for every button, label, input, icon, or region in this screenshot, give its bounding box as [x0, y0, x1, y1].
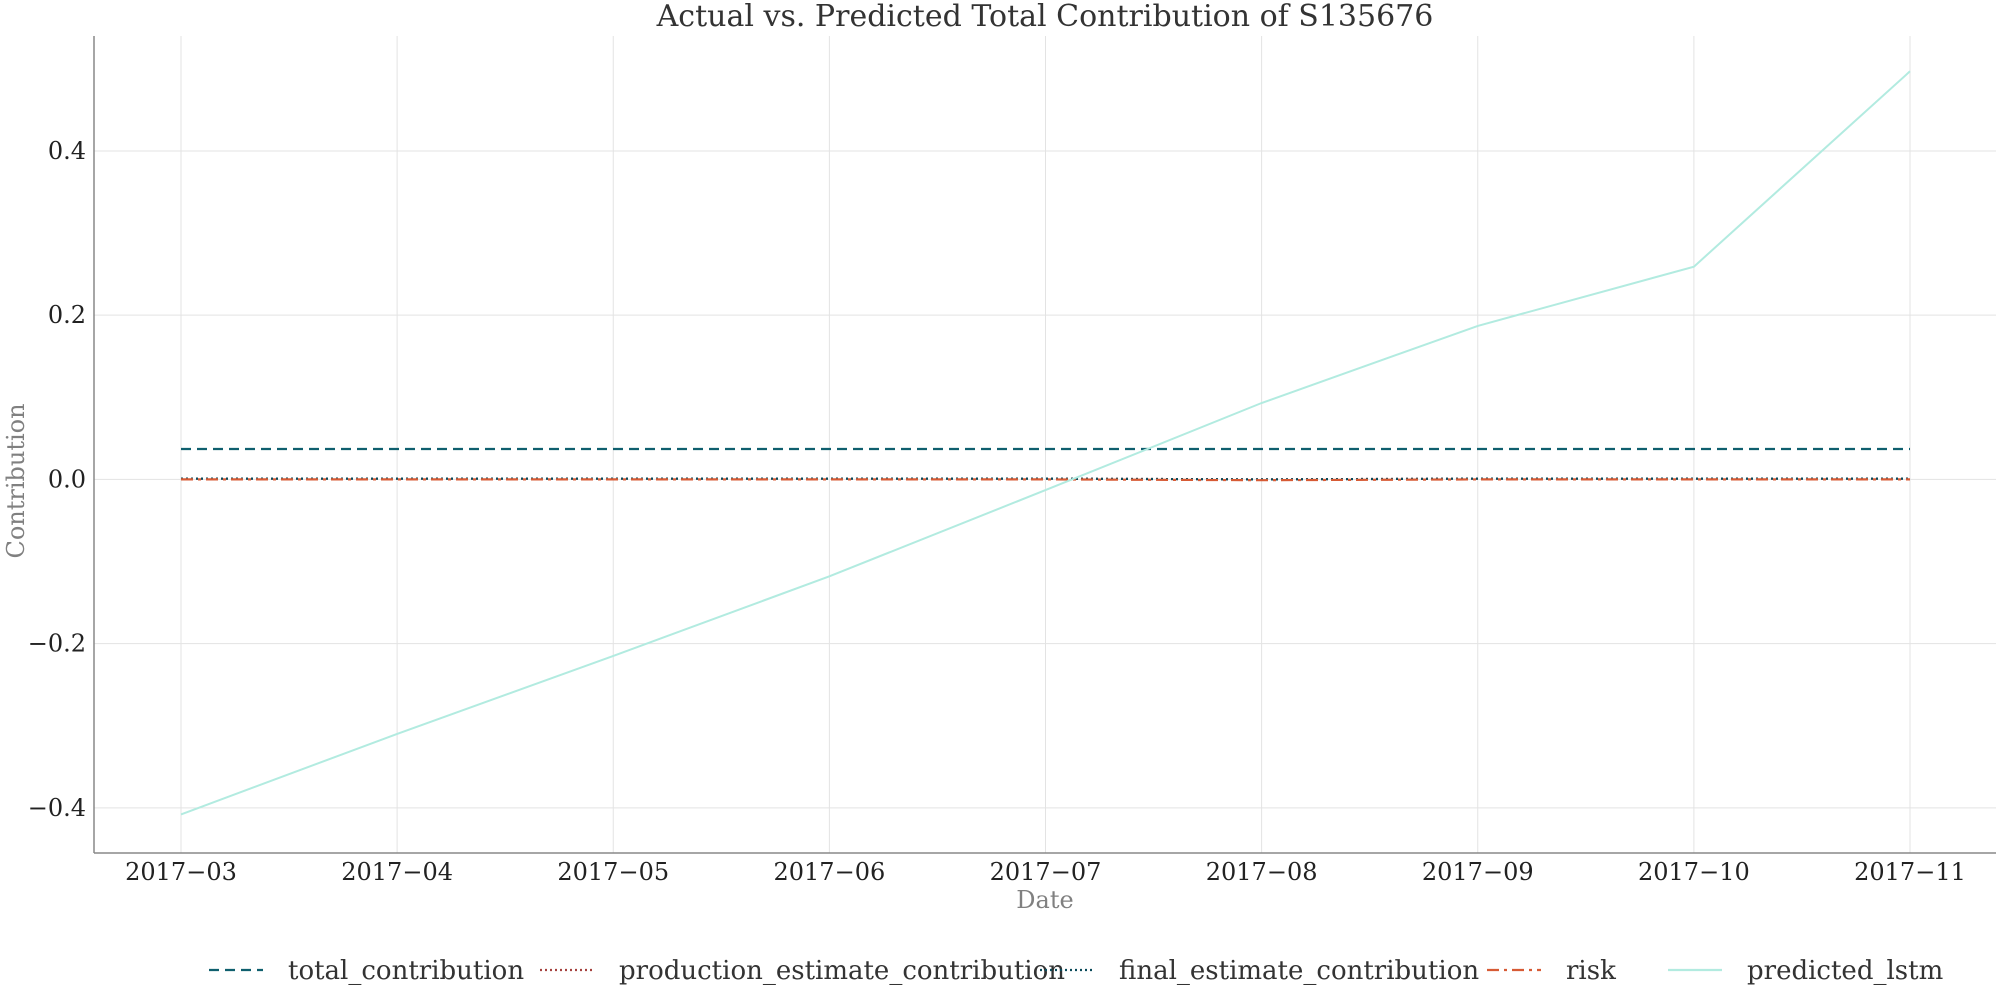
x-tick-label: 2017−09 — [1422, 858, 1534, 886]
x-axis: 2017−03 2017−04 2017−05 2017−06 2017−07 2017−… — [125, 858, 1966, 886]
x-tick-label: 2017−03 — [125, 858, 237, 886]
x-tick-label: 2017−08 — [1206, 858, 1318, 886]
x-tick-label: 2017−04 — [341, 858, 453, 886]
legend-label-total_contribution: total_contribution — [288, 956, 524, 986]
y-axis: −0.4 −0.2 0.0 0.2 0.4 — [28, 137, 86, 822]
y-tick-label: 0.0 — [48, 465, 86, 493]
series-line-predicted_lstm — [180, 70, 1911, 816]
x-tick-label: 2017−07 — [990, 858, 1102, 886]
x-tick-label: 2017−10 — [1638, 858, 1750, 886]
x-axis-label: Date — [1016, 886, 1073, 914]
x-tick-label: 2017−05 — [557, 858, 669, 886]
y-axis-label: Contribution — [2, 403, 30, 558]
x-tick-label: 2017−06 — [774, 858, 886, 886]
legend-label-risk: risk — [1566, 956, 1616, 986]
series-layer — [180, 70, 1911, 816]
legend-label-production_estimate_contribution: production_estimate_contribution — [619, 956, 1065, 986]
legend: total_contribution production_estimate_co… — [209, 956, 1943, 986]
axes-spines — [93, 36, 1996, 854]
legend-label-predicted_lstm: predicted_lstm — [1747, 956, 1943, 986]
chart-title: Actual vs. Predicted Total Contribution … — [656, 0, 1434, 34]
series-line-final_estimate_contribution — [181, 477, 1910, 481]
y-tick-label: −0.4 — [28, 794, 86, 822]
y-tick-label: −0.2 — [28, 630, 86, 658]
grid — [94, 36, 1996, 853]
y-tick-label: 0.2 — [48, 301, 86, 329]
x-tick-label: 2017−11 — [1854, 858, 1966, 886]
y-tick-label: 0.4 — [48, 137, 86, 165]
legend-label-final_estimate_contribution: final_estimate_contribution — [1119, 956, 1479, 986]
